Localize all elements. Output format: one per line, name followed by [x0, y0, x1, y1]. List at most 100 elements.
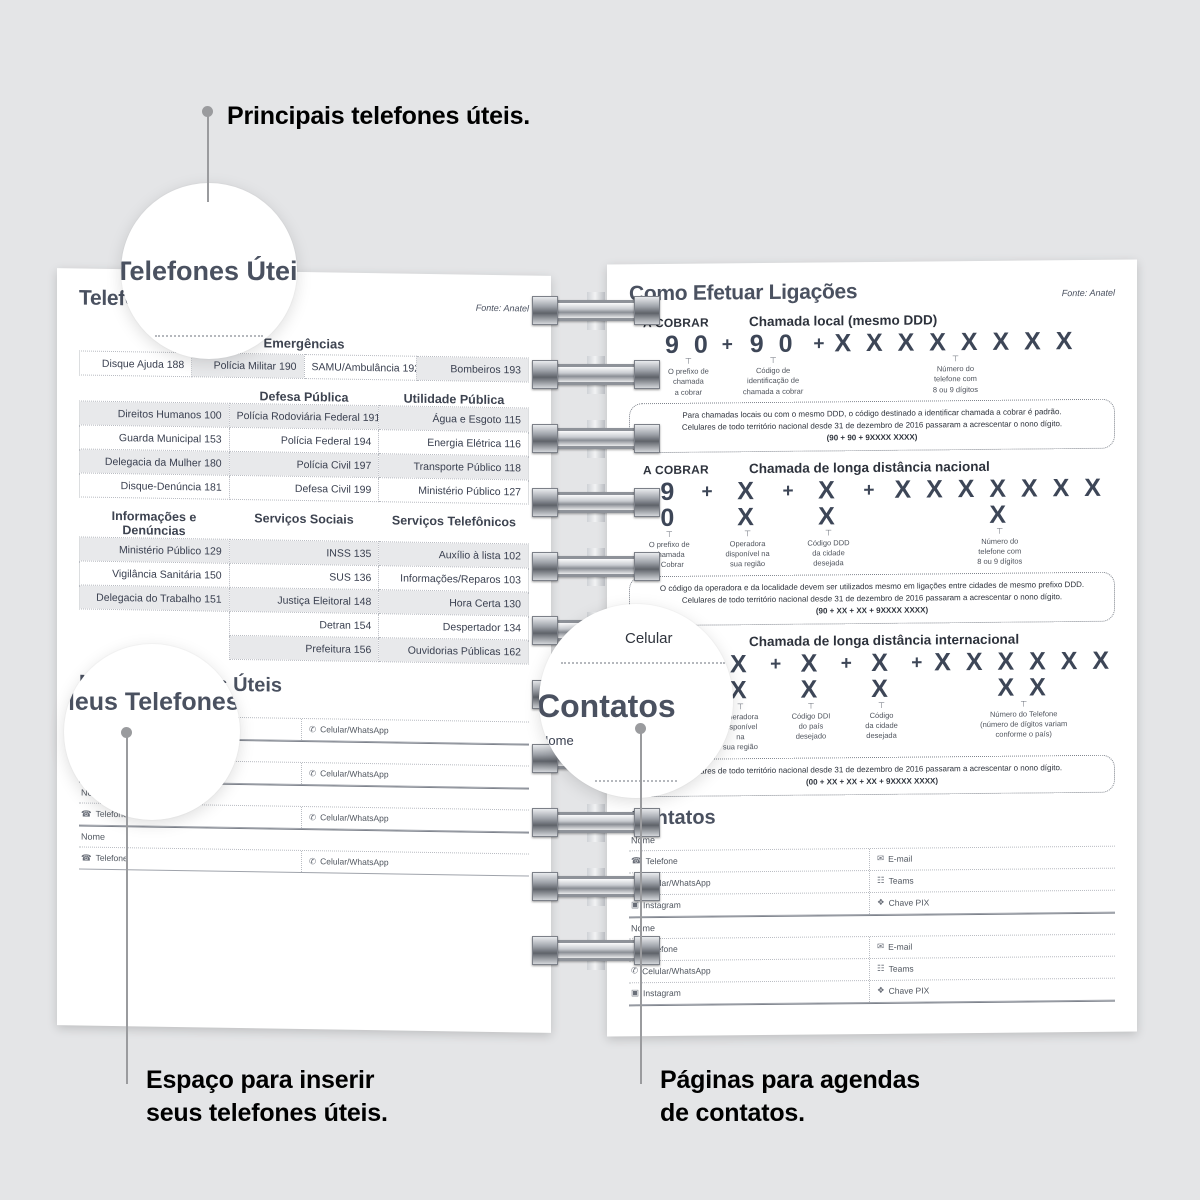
- phone-icon: ☎: [81, 852, 92, 863]
- right-page-source: Fonte: Anatel: [1061, 287, 1115, 299]
- ring-clamp-left: [532, 296, 558, 325]
- teams-icon: ☷: [877, 875, 885, 886]
- plus-symbol: +: [840, 652, 852, 674]
- field-label: Celular/WhatsApp: [320, 768, 389, 780]
- whatsapp-icon: ✆: [309, 723, 317, 734]
- digit-group: X X X X X X X X ⊤ Número do Telefone (núme…: [932, 646, 1115, 741]
- phone-cell: SUS 136: [229, 563, 379, 590]
- phone-cell: Polícia Rodoviária Federal 191: [229, 403, 379, 430]
- digit-value: X X: [871, 648, 892, 703]
- field-label: E-mail: [888, 941, 913, 952]
- mail-icon: ✉: [877, 853, 885, 864]
- e-mail-field[interactable]: ✉ E-mail: [869, 934, 1115, 958]
- field-label: Celular/WhatsApp: [320, 812, 389, 824]
- chave-pix-field[interactable]: ❖ Chave PIX: [869, 890, 1115, 914]
- teams-field[interactable]: ☷ Teams: [869, 868, 1115, 892]
- celular-whatsapp-field[interactable]: ✆Celular/WhatsApp: [301, 806, 529, 832]
- callout-bottom-left: Espaço para inserir seus telefones úteis…: [146, 1066, 388, 1127]
- celular-whatsapp-field[interactable]: ✆Celular/WhatsApp: [301, 850, 529, 876]
- group-b-head-1: Serviços Sociais: [254, 511, 354, 527]
- chave-pix-field[interactable]: ❖ Chave PIX: [869, 978, 1115, 1002]
- ligacao-title: Chamada de longa distância internacional: [749, 631, 1020, 649]
- contact-entry-group[interactable]: Nome☎Telefone✉E-mail✆Celular/WhatsApp☷Te…: [629, 914, 1115, 1006]
- left-page-source: Fonte: Anatel: [475, 302, 529, 314]
- magnifier-contatos: Celular Contatos Nome: [539, 604, 733, 798]
- dotted-divider: [561, 662, 725, 664]
- phone-cell: Delegacia do Trabalho 151: [79, 584, 230, 612]
- digit-value: X X X X X X X X: [934, 646, 1114, 702]
- phone-cell: Detran 154: [229, 611, 379, 638]
- phone-cell: Informações/Reparos 103: [378, 565, 529, 593]
- digit-caption: Número do telefone com 8 ou 9 dígitos: [932, 364, 978, 394]
- leader-line-bottom-right: [640, 728, 642, 1084]
- telefone-field[interactable]: ☎Telefone: [629, 849, 869, 872]
- right-page-title: Como Efetuar Ligações: [629, 280, 858, 306]
- ring-clamp-right: [634, 360, 660, 389]
- e-mail-field[interactable]: ✉ E-mail: [869, 846, 1115, 870]
- phone-cell: Despertador 134: [378, 613, 529, 641]
- phone-cell: Água e Esgoto 115: [378, 405, 529, 433]
- phone-cell: Ouvidorias Públicas 162: [378, 637, 529, 665]
- pointer-tick-icon: ⊤: [744, 529, 752, 539]
- phone-cell: Defesa Civil 199: [229, 475, 379, 502]
- ligacao-block: A COBRAR Chamada local (mesmo DDD) 9 0 ⊤ O p…: [629, 311, 1115, 453]
- contatos-fields[interactable]: Nome☎Telefone✉E-mail✆Celular/WhatsApp☷Te…: [629, 826, 1115, 1006]
- digit-value: X X: [737, 476, 758, 532]
- whatsapp-icon: ✆: [309, 767, 317, 778]
- digit-value: 9 0: [665, 330, 712, 359]
- plus-symbol: +: [911, 652, 923, 674]
- phone-cell: INSS 135: [229, 539, 379, 566]
- digit-caption: O prefixo de chamada a cobrar: [667, 366, 709, 397]
- telefone-field[interactable]: ☎Telefone: [629, 937, 869, 960]
- spiral-ring: [532, 292, 660, 330]
- magnifier-subtitle: Nome: [539, 733, 574, 748]
- phone-cell: Guarda Municipal 153: [79, 424, 230, 452]
- ring-clamp-left: [532, 552, 558, 581]
- field-label: Teams: [888, 963, 914, 974]
- digit-group: 9 0 ⊤ O prefixo de chamada a cobrar: [665, 330, 712, 398]
- digit-caption: Número do telefone com 8 ou 9 dígitos: [977, 536, 1023, 567]
- celular-whatsapp-field[interactable]: ✆Celular/WhatsApp: [301, 762, 529, 788]
- spiral-ring: [532, 356, 660, 394]
- digit-group: X X ⊤ Código DDI do país desejado: [791, 649, 831, 742]
- phone-cell: Ministério Público 127: [378, 477, 529, 505]
- group-b-head-2: Serviços Telefônicos: [391, 513, 517, 530]
- digit-group: X X ⊤ Operadora disponível na sua região: [723, 476, 773, 570]
- whatsapp-icon: ✆: [309, 811, 317, 822]
- magnifier-meus-telefones: Meus Telefones Úteis: [64, 644, 240, 820]
- contact-field-row: ▣ Instagram ❖ Chave PIX: [629, 890, 1115, 917]
- teams-field[interactable]: ☷ Teams: [869, 956, 1115, 980]
- pix-icon: ❖: [877, 985, 885, 996]
- ring-clamp-left: [532, 872, 558, 901]
- ligacao-note: Para chamadas locais ou com o mesmo DDD,…: [629, 398, 1115, 453]
- celular-whatsapp-field[interactable]: ✆Celular/WhatsApp: [629, 871, 869, 894]
- magnifier-title: Contatos: [539, 688, 676, 724]
- group-a-head-0: [79, 386, 229, 402]
- magnifier-telefones-uteis: Telefones Úteis: [121, 183, 297, 359]
- magnifier-title: Meus Telefones Úteis: [64, 688, 240, 716]
- celular-whatsapp-field[interactable]: ✆Celular/WhatsApp: [629, 959, 869, 982]
- ring-clamp-right: [634, 872, 660, 901]
- digit-group: X X ⊤ Código DDD da cidade desejada: [804, 476, 854, 569]
- leader-line-bottom-left: [126, 732, 128, 1084]
- contact-entry-group[interactable]: Nome☎Telefone✉E-mail✆Celular/WhatsApp☷Te…: [629, 826, 1115, 918]
- field-label: E-mail: [888, 853, 913, 864]
- contact-entry-group[interactable]: Nome☎Telefone✆Celular/WhatsApp: [79, 827, 529, 877]
- phone-cell: Auxílio à lista 102: [378, 541, 529, 569]
- phone-cell: Justiça Eleitoral 148: [229, 587, 379, 614]
- digits-row: 9 0⊤O prefixo de chamada a Cobrar+X X⊤Op…: [629, 473, 1115, 571]
- celular-label: Celular: [625, 630, 673, 647]
- instagram-field[interactable]: ▣ Instagram: [629, 981, 869, 1004]
- leader-dot-bottom-right: [635, 723, 646, 734]
- group-b-head-0: Informações e Denúncias: [111, 508, 197, 539]
- telefone-field[interactable]: ☎Telefone: [79, 847, 301, 871]
- leader-dot-bottom-left: [121, 727, 132, 738]
- phone-cell: Polícia Federal 194: [229, 427, 379, 454]
- phone-cell: Direitos Humanos 100: [79, 400, 230, 428]
- celular-whatsapp-field[interactable]: ✆Celular/WhatsApp: [301, 718, 529, 744]
- instagram-field[interactable]: ▣ Instagram: [629, 893, 869, 916]
- phone-cell: Ministério Público 129: [79, 536, 230, 564]
- field-label: Telefone: [95, 852, 128, 864]
- phone-cell: Disque-Denúncia 181: [79, 472, 230, 500]
